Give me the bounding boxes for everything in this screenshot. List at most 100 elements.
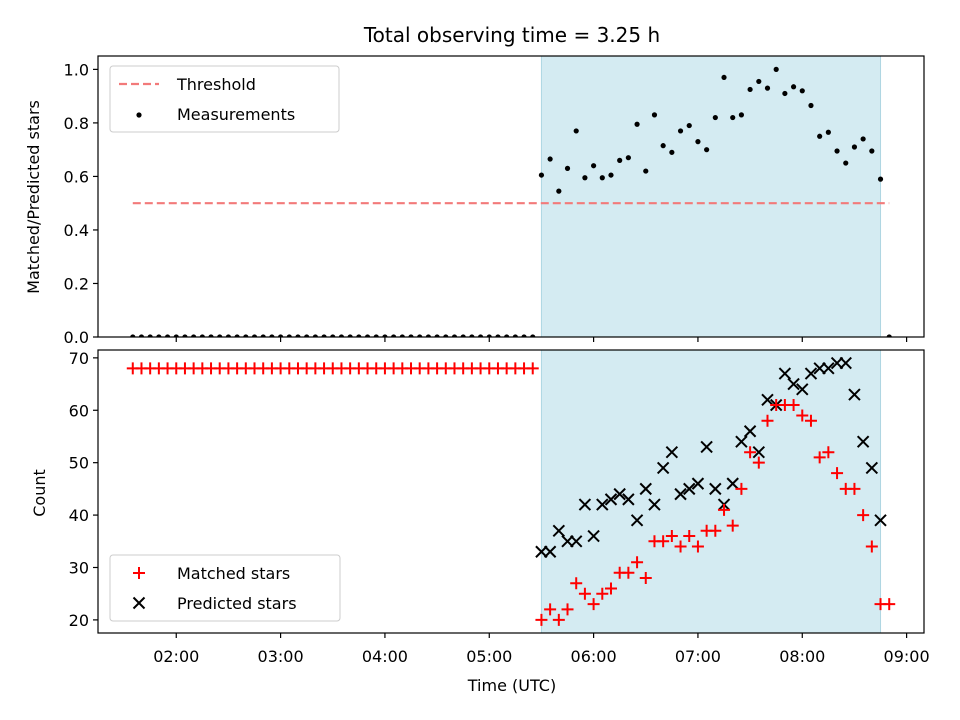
matched-point-32 <box>813 451 826 464</box>
predicted-point-6 <box>587 529 600 543</box>
measurement-point-75 <box>782 90 788 97</box>
matched-point-23 <box>735 482 748 495</box>
measurement-point-27 <box>364 334 371 337</box>
measurement-point-53 <box>591 163 597 169</box>
measurement-point-7 <box>191 334 197 337</box>
measurement-point-37 <box>451 334 458 337</box>
matched-point-1 <box>544 603 557 616</box>
predicted-point-12 <box>639 482 652 496</box>
matched-point-12 <box>639 571 652 584</box>
measurement-point-2 <box>147 334 153 337</box>
matched-point-10 <box>622 566 635 579</box>
matched-point-34 <box>831 467 844 480</box>
measurement-point-54 <box>599 175 605 181</box>
bottom-y-tick-label-3: 50 <box>69 454 89 473</box>
bottom-panel: 20 30 40 50 60 70 02:00 03:00 04:00 05:00 06:00 07:… <box>69 349 930 666</box>
predicted-point-35 <box>839 356 852 370</box>
top-legend-box <box>109 65 340 133</box>
predicted-point-29 <box>787 377 800 391</box>
measurement-point-49 <box>556 188 562 194</box>
predicted-point-30 <box>796 383 809 396</box>
measurement-point-18 <box>286 334 292 337</box>
x-tick-label-6: 08:00 <box>779 647 825 666</box>
matched-point-22 <box>726 519 739 532</box>
matched-point-21 <box>718 503 731 516</box>
matched-point-33 <box>822 446 835 459</box>
matched-point-3 <box>561 603 574 616</box>
predicted-point-33 <box>822 362 835 375</box>
top-y-axis-label: Matched/Predicted stars <box>24 100 43 294</box>
measurement-point-67 <box>712 114 718 121</box>
predicted-point-10 <box>622 493 635 506</box>
measurement-point-86 <box>877 176 884 182</box>
measurement-point-56 <box>617 157 623 163</box>
top-legend: Threshold Measurements <box>109 65 340 133</box>
matched-point-25 <box>752 456 765 469</box>
matched-point-31 <box>804 414 817 427</box>
measurement-point-32 <box>408 334 414 337</box>
measurement-point-41 <box>486 334 492 337</box>
matched-point-5 <box>578 587 591 600</box>
matched-point-16 <box>674 540 687 553</box>
measurement-point-51 <box>573 128 579 134</box>
measurement-point-87 <box>886 334 892 337</box>
measurement-point-3 <box>156 334 162 337</box>
bottom-y-axis-label: Count <box>30 469 49 517</box>
measurement-point-73 <box>764 85 771 91</box>
matched-point-11 <box>631 556 644 569</box>
measurement-point-40 <box>477 334 484 337</box>
top-y-tick-label-1: 0.2 <box>64 274 89 293</box>
predicted-point-36 <box>848 388 861 401</box>
measurement-point-38 <box>460 334 466 337</box>
measurement-point-52 <box>582 175 588 181</box>
top-y-tick-label-4: 0.8 <box>64 114 89 133</box>
legend-threshold-label: Threshold <box>176 75 256 94</box>
legend-matched-swatch <box>133 567 145 579</box>
measurement-point-79 <box>817 133 823 139</box>
predicted-point-13 <box>648 498 661 511</box>
measurement-point-71 <box>747 86 753 93</box>
predicted-point-37 <box>856 435 870 448</box>
bottom-y-tick-label-5: 70 <box>69 349 89 368</box>
predicted-point-5 <box>578 498 592 511</box>
x-tick-label-2: 04:00 <box>362 647 408 666</box>
measurement-point-5 <box>173 334 179 337</box>
bottom-y-tick-label-4: 60 <box>69 401 89 420</box>
measurement-point-11 <box>225 334 232 337</box>
measurement-point-35 <box>434 334 440 337</box>
measurement-point-15 <box>260 334 266 337</box>
bottom-y-tick-label-1: 30 <box>69 558 89 577</box>
bottom-observing-window-shade <box>540 349 882 634</box>
measurement-point-68 <box>721 74 727 81</box>
predicted-point-15 <box>665 445 679 459</box>
predicted-point-14 <box>656 461 670 475</box>
predicted-point-4 <box>570 535 583 548</box>
measurement-point-81 <box>834 148 840 154</box>
predicted-point-1 <box>543 545 557 558</box>
matched-point-40 <box>883 598 896 611</box>
matched-point-2 <box>552 613 565 626</box>
bottom-legend: Matched stars Predicted stars <box>109 554 341 622</box>
legend-predicted-swatch <box>132 596 146 610</box>
measurement-point-1 <box>138 334 145 337</box>
predicted-point-18 <box>691 477 705 490</box>
measurement-point-25 <box>347 334 353 337</box>
predicted-point-16 <box>674 487 687 501</box>
matched-point-17 <box>683 530 696 543</box>
measurement-point-26 <box>356 334 362 337</box>
measurement-point-61 <box>660 143 666 149</box>
matched-point-26 <box>761 414 774 427</box>
matched-point-14 <box>657 535 670 548</box>
predicted-point-23 <box>735 435 748 448</box>
measurement-point-22 <box>321 334 327 337</box>
measurement-point-13 <box>243 334 249 337</box>
measurement-point-85 <box>869 148 875 154</box>
matched-point-29 <box>787 399 800 412</box>
predicted-point-25 <box>752 445 766 459</box>
top-y-tick-label-2: 0.4 <box>64 221 89 240</box>
measurement-point-10 <box>217 334 223 337</box>
bottom-plot-area <box>126 356 896 626</box>
measurement-point-46 <box>530 334 536 337</box>
measurement-point-30 <box>391 334 397 337</box>
measurement-point-58 <box>634 121 640 127</box>
